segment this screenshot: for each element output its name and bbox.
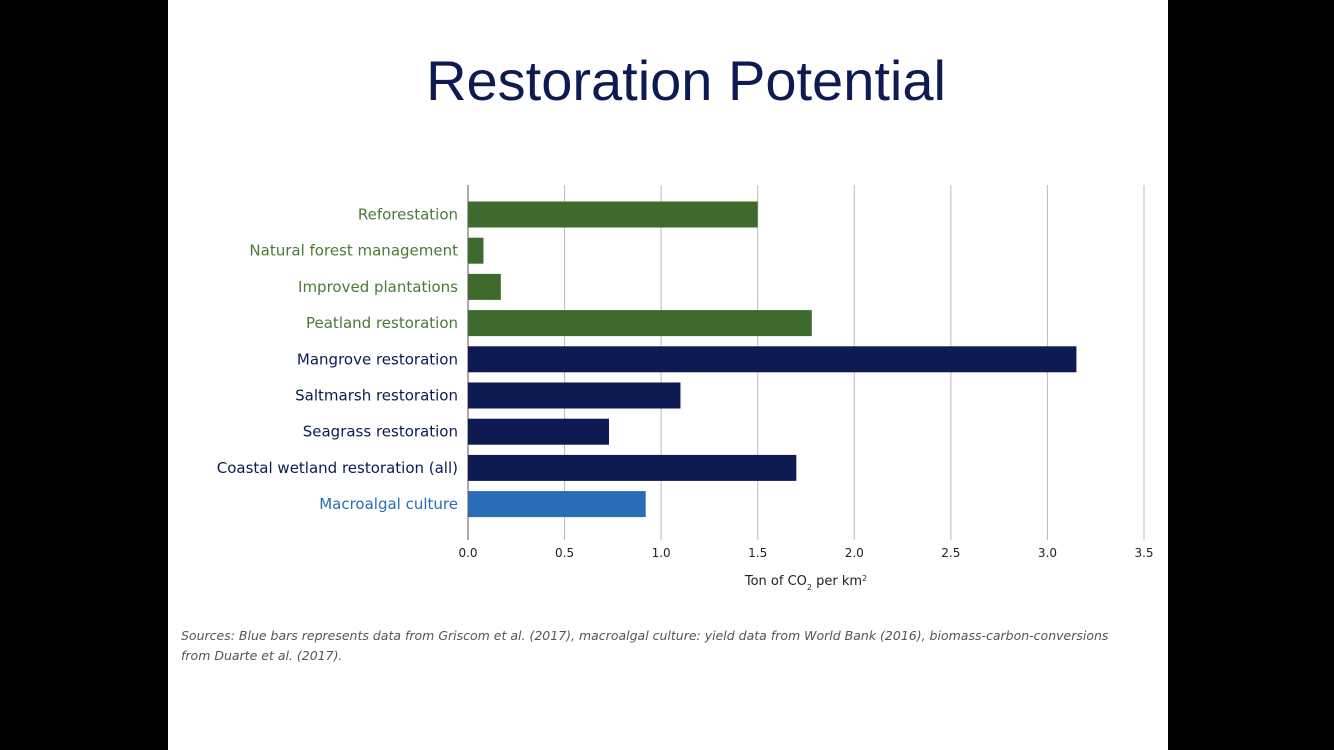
category-label: Macroalgal culture [319,495,458,513]
bar [468,346,1077,373]
x-tick-label: 0.0 [458,546,477,560]
slide-title: Restoration Potential [426,49,946,112]
category-label: Mangrove restoration [297,350,458,368]
category-label: Reforestation [358,206,458,224]
x-tick-label: 3.0 [1038,546,1057,560]
category-label: Natural forest management [249,242,458,260]
bar [468,273,501,300]
category-label: Seagrass restoration [303,423,458,441]
x-tick-label: 1.0 [652,546,671,560]
bar-chart: 0.0 0.5 1.0 1.5 2.0 2.5 3.0 3.5 Reforestation Nat… [217,185,1154,592]
category-label: Peatland restoration [306,314,458,332]
bar [468,310,812,337]
bar [468,491,646,518]
bar [468,454,797,481]
category-label: Improved plantations [298,278,458,296]
x-axis-title: Ton of CO2 per km2 [744,574,867,592]
x-tick-label: 1.5 [748,546,767,560]
x-tick-label: 2.5 [941,546,960,560]
x-tick-label: 2.0 [845,546,864,560]
x-tick-label: 0.5 [555,546,574,560]
slide: Restoration Potential 0.0 0.5 1.0 1.5 2.0 2.5… [168,0,1168,750]
sources-note: Sources: Blue bars represents data from … [181,628,1109,663]
category-label: Saltmarsh restoration [295,387,458,405]
bar [468,382,681,409]
category-label: Coastal wetland restoration (all) [217,459,458,477]
bar [468,237,484,264]
x-tick-label: 3.5 [1134,546,1153,560]
bar [468,201,758,228]
bar [468,418,609,445]
